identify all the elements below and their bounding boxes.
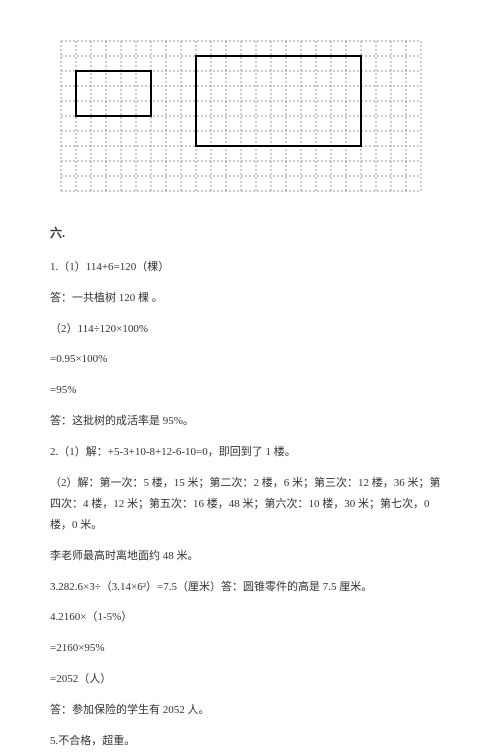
- answer-line: 1.（1）114+6=120（棵）: [50, 257, 450, 278]
- answer-line: 5.不合格，超重。: [50, 731, 450, 752]
- grid-diagram: [60, 40, 450, 192]
- answer-line: =0.95×100%: [50, 349, 450, 370]
- grid-svg: [60, 40, 422, 192]
- answer-line: 李老师最高时离地面约 48 米。: [50, 546, 450, 567]
- answer-line: 答：这批树的成活率是 95%。: [50, 411, 450, 432]
- answer-line: 2.（1）解：+5-3+10-8+12-6-10=0，即回到了 1 楼。: [50, 442, 450, 463]
- answer-line: 3.282.6×3÷（3.14×6²）=7.5（厘米）答：圆锥零件的高是 7.5…: [50, 577, 450, 598]
- answer-line: =95%: [50, 380, 450, 401]
- answer-line: （2）解：第一次：5 楼，15 米；第二次：2 楼，6 米；第三次：12 楼，3…: [50, 473, 450, 536]
- answer-line: 答：一共植树 120 棵 。: [50, 288, 450, 309]
- answer-line: 答：参加保险的学生有 2052 人。: [50, 700, 450, 721]
- answer-line: =2052（人）: [50, 669, 450, 690]
- answer-line: 4.2160×（1-5%）: [50, 607, 450, 628]
- section-heading: 六.: [50, 222, 450, 245]
- answer-line: （2）114÷120×100%: [50, 319, 450, 340]
- answer-line: =2160×95%: [50, 638, 450, 659]
